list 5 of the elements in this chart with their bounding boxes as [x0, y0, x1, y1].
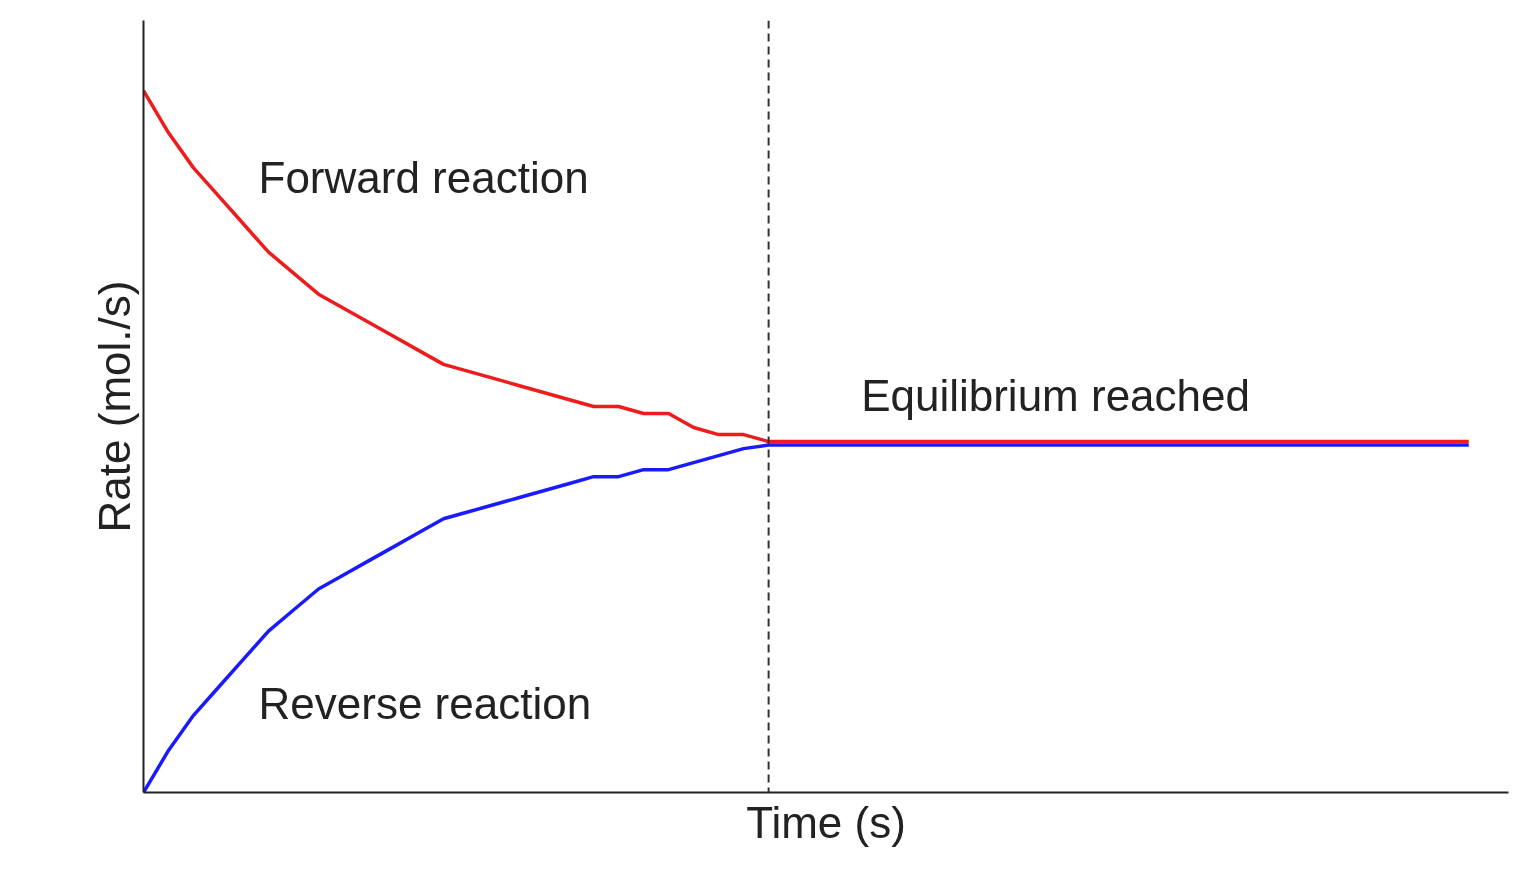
y-axis-title: Rate (mol./s): [89, 280, 139, 533]
series-label: Forward reaction: [258, 152, 589, 202]
x-axis-title: Time (s): [746, 797, 906, 847]
series-label: Reverse reaction: [258, 678, 592, 728]
annotation: Equilibrium reached: [861, 370, 1251, 420]
